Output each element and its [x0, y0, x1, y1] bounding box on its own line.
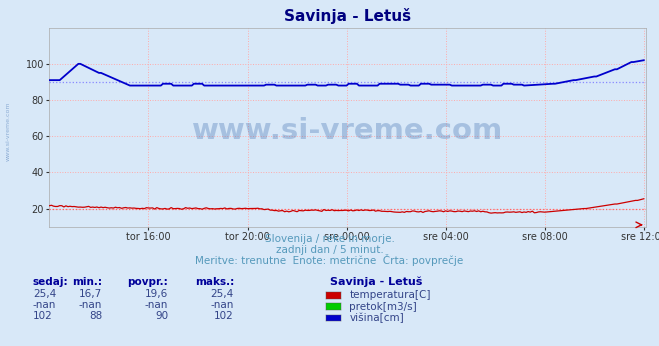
- Text: 102: 102: [33, 311, 53, 321]
- Text: www.si-vreme.com: www.si-vreme.com: [5, 102, 11, 161]
- Text: zadnji dan / 5 minut.: zadnji dan / 5 minut.: [275, 245, 384, 255]
- Text: povpr.:: povpr.:: [127, 277, 168, 288]
- Text: 25,4: 25,4: [211, 289, 234, 299]
- Text: -nan: -nan: [79, 300, 102, 310]
- Text: Savinja - Letuš: Savinja - Letuš: [330, 277, 422, 288]
- Text: 88: 88: [89, 311, 102, 321]
- Text: 90: 90: [155, 311, 168, 321]
- Text: 16,7: 16,7: [79, 289, 102, 299]
- Text: 25,4: 25,4: [33, 289, 56, 299]
- Text: 19,6: 19,6: [145, 289, 168, 299]
- Title: Savinja - Letuš: Savinja - Letuš: [284, 8, 411, 24]
- Text: 102: 102: [214, 311, 234, 321]
- Text: -nan: -nan: [211, 300, 234, 310]
- Text: -nan: -nan: [33, 300, 56, 310]
- Text: pretok[m3/s]: pretok[m3/s]: [349, 302, 417, 311]
- Text: temperatura[C]: temperatura[C]: [349, 290, 431, 300]
- Text: -nan: -nan: [145, 300, 168, 310]
- Text: Slovenija / reke in morje.: Slovenija / reke in morje.: [264, 234, 395, 244]
- Text: min.:: min.:: [72, 277, 102, 288]
- Text: www.si-vreme.com: www.si-vreme.com: [192, 117, 503, 145]
- Text: sedaj:: sedaj:: [33, 277, 69, 288]
- Text: Meritve: trenutne  Enote: metrične  Črta: povprečje: Meritve: trenutne Enote: metrične Črta: …: [195, 254, 464, 266]
- Text: višina[cm]: višina[cm]: [349, 313, 404, 323]
- Text: maks.:: maks.:: [194, 277, 234, 288]
